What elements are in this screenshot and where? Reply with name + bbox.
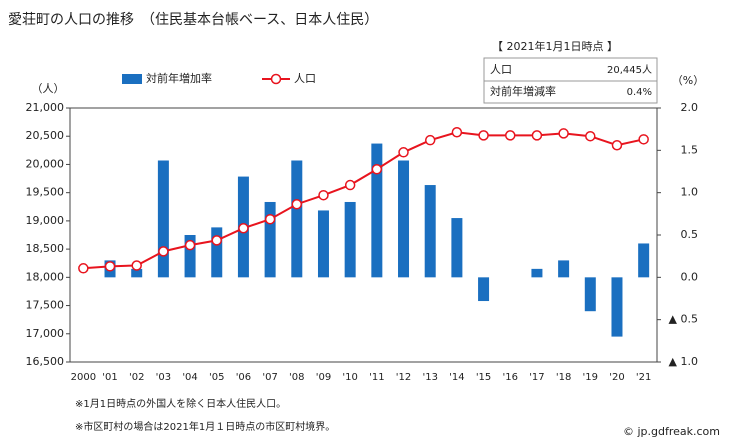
point (78, 263, 89, 274)
x-tick-label: '12 (396, 372, 411, 383)
bar (184, 235, 196, 278)
x-tick-label: '19 (583, 372, 598, 383)
legend-label: 人口 (294, 72, 316, 85)
x-tick-label: '01 (102, 372, 117, 383)
x-tick-label: 2000 (71, 372, 96, 383)
y2-tick-label: 2.0 (681, 101, 699, 114)
point (398, 147, 409, 158)
y2-tick-label: 1.0 (681, 186, 699, 199)
point (158, 246, 169, 257)
point (638, 134, 649, 145)
bar (558, 260, 570, 278)
point (104, 261, 116, 272)
bar (264, 201, 276, 278)
info-value: 20,445人 (607, 64, 652, 76)
bar (584, 277, 596, 312)
point (371, 163, 383, 175)
point (531, 130, 543, 141)
point (585, 130, 596, 142)
point (291, 198, 303, 210)
y-tick-label: 19,500 (26, 186, 65, 199)
point (211, 235, 222, 246)
point (478, 130, 489, 141)
bar (398, 160, 410, 278)
y2-tick-label: ▲ 1.0 (669, 355, 698, 368)
legend-label: 対前年増加率 (146, 71, 212, 85)
legend-swatch (270, 73, 282, 85)
y-tick-label: 20,000 (26, 157, 65, 170)
bar (344, 201, 356, 278)
legend-swatch (122, 74, 142, 84)
x-tick-label: '11 (369, 372, 384, 383)
info-value: 0.4% (627, 87, 652, 98)
y-tick-label: 18,000 (26, 270, 65, 283)
x-tick-label: '08 (289, 372, 304, 383)
y-tick-label: 21,000 (26, 101, 65, 114)
y-unit: （人） (32, 82, 65, 95)
point (344, 179, 356, 191)
y-tick-label: 20,500 (26, 129, 65, 142)
y2-tick-label: 0.5 (681, 228, 699, 241)
y-tick-label: 18,500 (26, 242, 65, 255)
point (238, 222, 249, 234)
bar (478, 277, 490, 302)
y-tick-label: 16,500 (26, 355, 65, 368)
credit: © jp.gdfreak.com (623, 425, 720, 438)
bar (638, 243, 650, 278)
y2-unit: （%） (672, 74, 704, 87)
y2-tick-label: ▲ 0.5 (669, 313, 698, 326)
x-tick-label: '18 (556, 372, 571, 383)
point (558, 128, 569, 139)
x-tick-label: '07 (262, 372, 277, 383)
point (184, 239, 196, 251)
point (318, 189, 329, 201)
info-label: 人口 (490, 63, 512, 76)
x-tick-label: '05 (209, 372, 224, 383)
y2-tick-label: 0.0 (681, 270, 699, 283)
y-tick-label: 17,000 (26, 327, 65, 340)
y-tick-label: 19,000 (26, 214, 65, 227)
bar (157, 160, 169, 278)
info-heading: 【 2021年1月1日時点 】 (492, 39, 618, 53)
x-tick-label: '04 (182, 372, 197, 383)
x-tick-label: '15 (476, 372, 491, 383)
x-tick-label: '20 (609, 372, 624, 383)
x-tick-label: '06 (236, 372, 251, 383)
x-tick-label: '03 (156, 372, 171, 383)
x-tick-label: '21 (636, 372, 651, 383)
x-tick-label: '14 (449, 372, 464, 383)
bar (371, 143, 383, 278)
y2-tick-label: 1.5 (681, 143, 699, 156)
point (264, 213, 276, 225)
point (505, 130, 516, 141)
note: ※1月1日時点の外国人を除く日本人住民人口。 (75, 397, 286, 410)
x-tick-label: '09 (316, 372, 331, 383)
bar (211, 227, 223, 278)
x-tick-label: '16 (503, 372, 518, 383)
y-tick-label: 17,500 (26, 299, 65, 312)
bar (424, 185, 436, 278)
info-label: 対前年増減率 (490, 84, 556, 98)
bar (611, 277, 623, 337)
point (611, 140, 623, 151)
bar (317, 210, 329, 278)
bar (291, 160, 303, 278)
x-tick-label: '10 (342, 372, 357, 383)
point (424, 134, 436, 146)
line (83, 131, 644, 270)
point (131, 260, 142, 271)
x-tick-label: '13 (422, 372, 437, 383)
point (451, 127, 463, 138)
chart-title: 愛荘町の人口の推移 （住民基本台帳ベース、日本人住民） (8, 11, 378, 28)
note: ※市区町村の場合は2021年1月１日時点の市区町村境界。 (75, 420, 335, 433)
bar (131, 268, 143, 278)
x-tick-label: '02 (129, 372, 144, 383)
bar (531, 268, 543, 278)
x-tick-label: '17 (529, 372, 544, 383)
bar (451, 218, 463, 278)
